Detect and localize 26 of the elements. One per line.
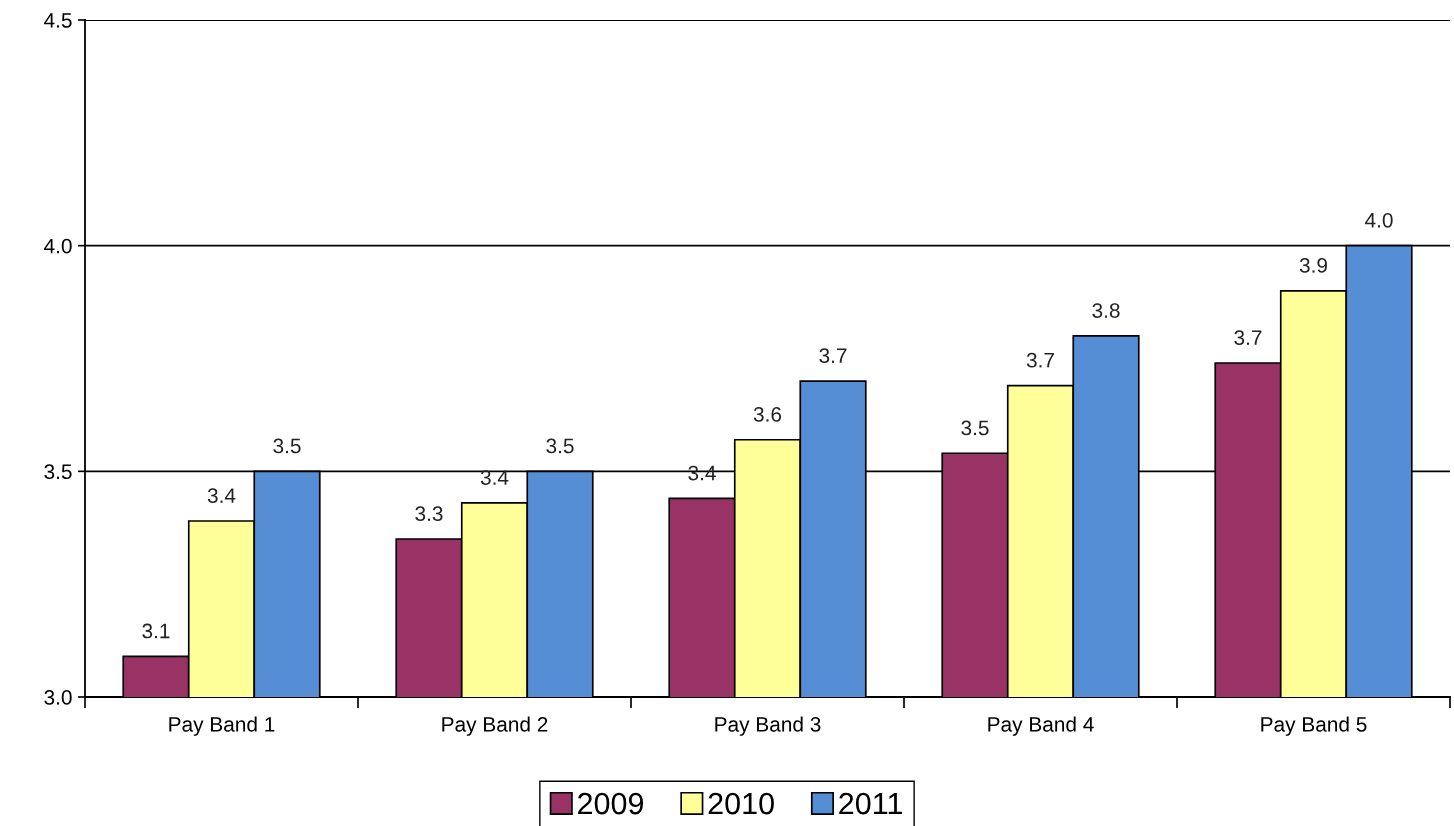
data-label: 3.5 bbox=[961, 420, 989, 436]
y-tick-label: 4.0 bbox=[44, 238, 72, 254]
data-label: 3.8 bbox=[1092, 303, 1120, 318]
data-label: 3.7 bbox=[1234, 330, 1262, 346]
x-tick-label: Pay Band 1 bbox=[169, 716, 275, 736]
data-label: 3.6 bbox=[753, 406, 782, 422]
data-label: 3.9 bbox=[1299, 258, 1327, 273]
y-tick-label: 4.5 bbox=[44, 13, 72, 28]
data-label: 3.1 bbox=[142, 623, 170, 639]
data-label: 3.7 bbox=[819, 348, 847, 364]
data-label: 3.4 bbox=[480, 470, 509, 485]
data-label: 3.4 bbox=[207, 488, 236, 503]
data-label: 3.7 bbox=[1026, 352, 1054, 368]
legend-label: 2009 bbox=[578, 792, 644, 815]
x-tick-label: Pay Band 2 bbox=[442, 716, 548, 736]
data-label: 3.5 bbox=[273, 438, 301, 454]
y-tick-label: 3.5 bbox=[44, 464, 72, 480]
y-tick-label: 3.0 bbox=[44, 690, 72, 705]
data-label: 4.0 bbox=[1365, 212, 1393, 228]
legend-label: 2011 bbox=[839, 792, 902, 815]
legend-label: 2010 bbox=[708, 792, 774, 815]
x-tick-label: Pay Band 5 bbox=[1261, 716, 1367, 736]
data-label: 3.5 bbox=[546, 438, 574, 454]
x-tick-label: Pay Band 3 bbox=[715, 716, 821, 736]
x-tick-label: Pay Band 4 bbox=[988, 716, 1094, 736]
data-label: 3.3 bbox=[415, 506, 443, 522]
